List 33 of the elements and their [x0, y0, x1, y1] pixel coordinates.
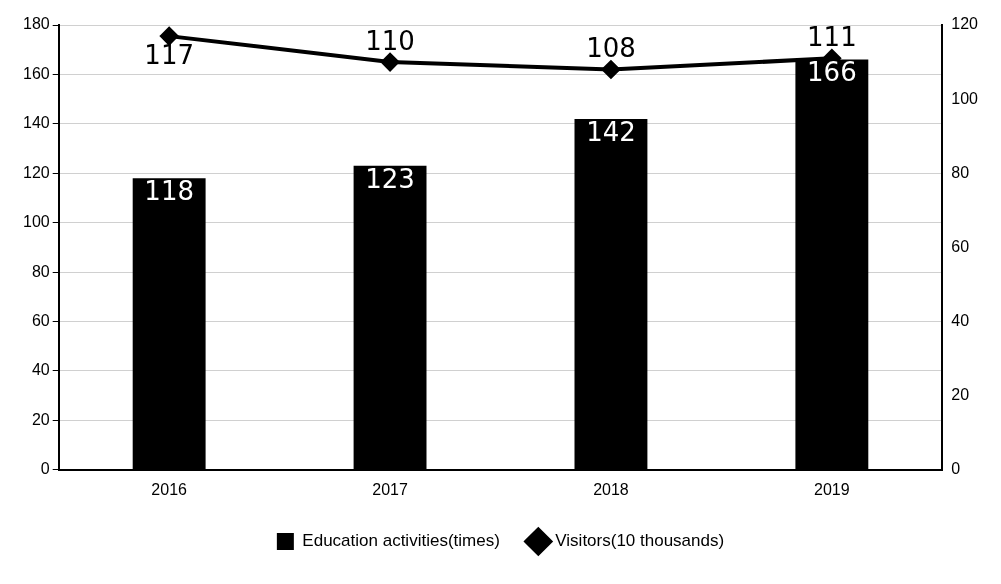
data-label: 123: [365, 163, 415, 194]
x-tick-label: 2019: [814, 480, 850, 498]
data-label: 142: [586, 116, 636, 147]
y-tick-label: 80: [31, 262, 50, 280]
legend-label: Education activities(times): [302, 531, 500, 551]
x-tick-label: 2017: [372, 480, 408, 498]
y-tick-label: 180: [22, 15, 50, 33]
y-tick-label: 60: [31, 311, 50, 329]
x-tick-label: 2016: [151, 480, 188, 498]
y2-tick-label: 80: [951, 163, 970, 181]
legend-label: Visitors(10 thousands): [555, 531, 725, 551]
y2-tick-label: 20: [951, 386, 970, 404]
point: [601, 60, 620, 79]
data-label: 117: [144, 39, 194, 70]
y-tick-label: 160: [22, 64, 50, 82]
data-label: 111: [807, 22, 857, 53]
y-tick-label: 140: [22, 114, 50, 132]
y-tick-label: 0: [40, 460, 50, 478]
y-tick-label: 120: [22, 163, 50, 181]
data-label: 118: [144, 175, 194, 206]
data-label: 166: [807, 57, 857, 88]
y-tick-label: 100: [22, 213, 50, 231]
y-tick-label: 40: [31, 361, 50, 379]
y2-tick-label: 120: [951, 15, 979, 33]
y2-tick-label: 60: [951, 237, 970, 255]
y2-tick-label: 0: [951, 460, 961, 478]
y-tick-label: 20: [31, 410, 50, 428]
point: [381, 53, 400, 72]
y2-tick-label: 40: [951, 311, 970, 329]
x-tick-label: 2018: [593, 480, 629, 498]
data-label: 110: [365, 25, 415, 56]
data-label: 108: [586, 33, 636, 64]
y2-tick-label: 100: [951, 89, 979, 107]
